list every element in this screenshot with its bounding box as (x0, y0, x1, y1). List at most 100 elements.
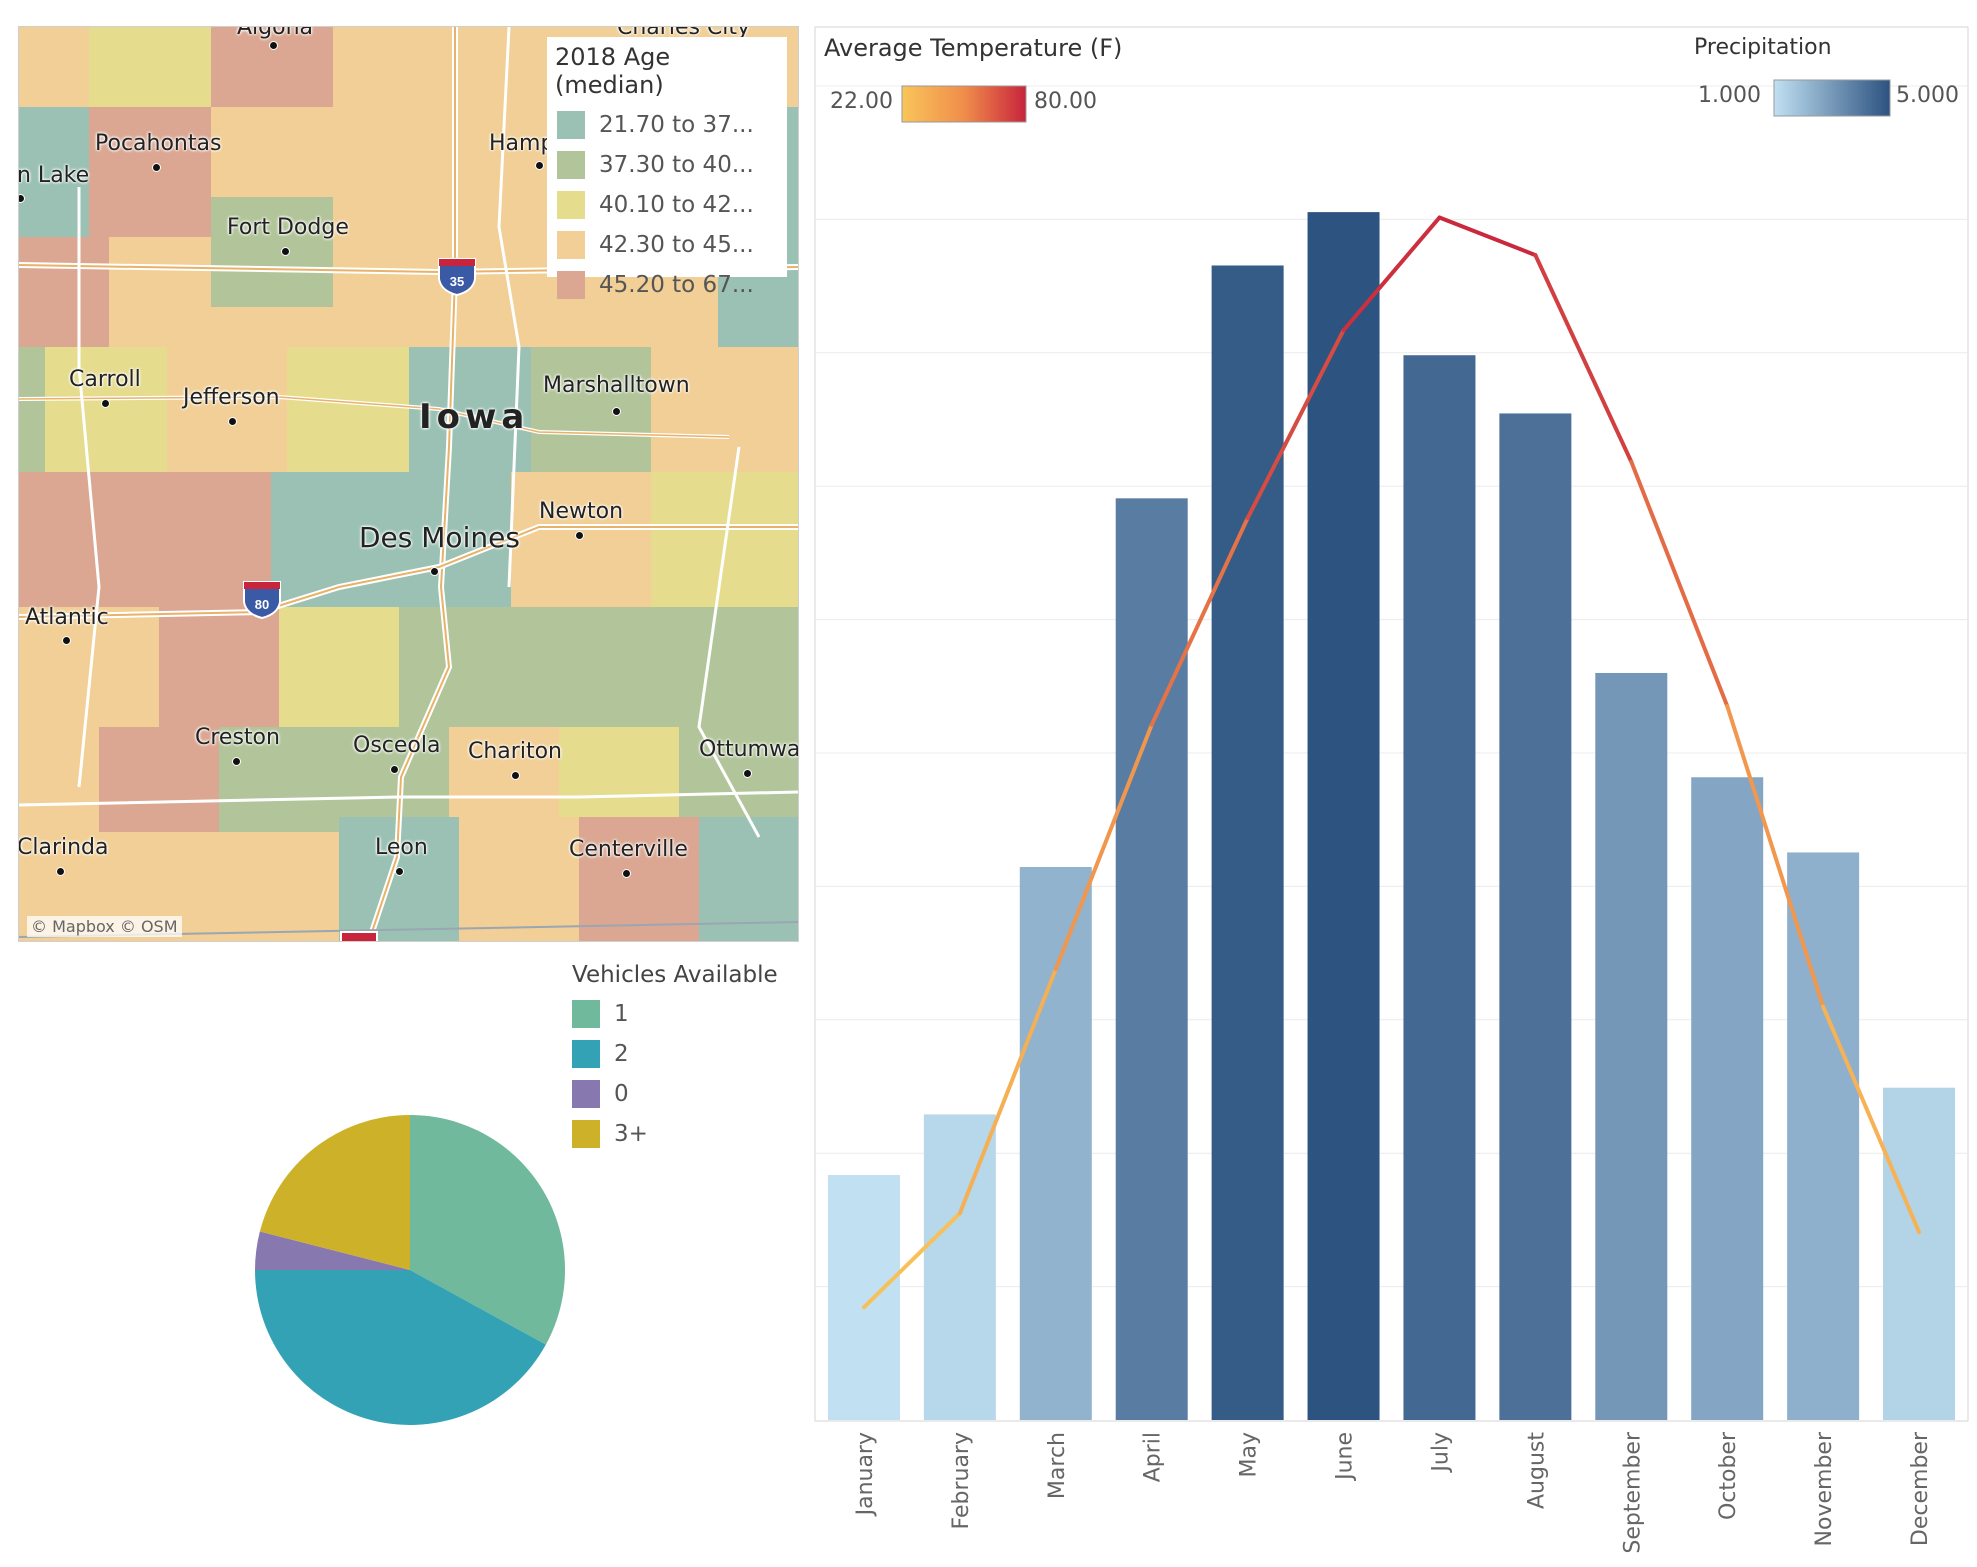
city-label-clarinda: Clarinda (18, 835, 109, 860)
precip-legend-title: Precipitation (1694, 35, 1832, 60)
precip-bar-december[interactable] (1883, 1087, 1956, 1420)
age-legend-label: 37.30 to 40... (599, 152, 754, 178)
i35-shield-icon: 35 (438, 258, 476, 297)
temp-line-segment[interactable] (1053, 722, 1154, 972)
city-label-atlantic: Atlantic (25, 605, 109, 630)
temp-line-segment[interactable] (1533, 253, 1634, 464)
precip-bar-november[interactable] (1787, 852, 1860, 1420)
city-dot (535, 161, 544, 170)
city-label-ottumwa: Ottumwa (699, 737, 799, 762)
city-label-osceola: Osceola (353, 733, 441, 758)
pie-slice-3plus[interactable] (259, 1115, 410, 1270)
legend-swatch (557, 231, 585, 259)
precip-bar-april[interactable] (1115, 498, 1188, 1420)
temp-line-segment[interactable] (1725, 704, 1826, 1009)
pie-slice-2[interactable] (255, 1270, 546, 1425)
legend-swatch (557, 191, 585, 219)
x-tick-label: August (1524, 1432, 1549, 1509)
city-dot (575, 531, 584, 540)
age-legend-label: 40.10 to 42... (599, 192, 754, 218)
legend-swatch (557, 111, 585, 139)
x-tick-label: October (1716, 1431, 1741, 1520)
city-dot (152, 163, 161, 172)
legend-swatch (572, 1000, 600, 1028)
city-dot (62, 636, 71, 645)
city-label-leon: Leon (375, 835, 428, 860)
precip-bar-may[interactable] (1211, 265, 1284, 1420)
temperature-precipitation-chart: January February March April May June July Augu… (814, 26, 1969, 1554)
age-legend: 2018 Age (median) 21.70 to 37... 37.30 to… (547, 37, 787, 299)
precip-legend-min: 1.000 (1698, 83, 1761, 108)
age-legend-item[interactable]: 21.70 to 37... (547, 105, 787, 145)
city-label-hampton: Hamp (489, 131, 555, 156)
vehicles-legend-label: 3+ (614, 1121, 648, 1147)
temp-color-ramp (901, 85, 1027, 123)
city-label-jefferson: Jefferson (183, 385, 280, 410)
pie-slice-0[interactable] (255, 1231, 410, 1270)
city-dot (511, 771, 520, 780)
state-label-iowa: Iowa (419, 397, 530, 437)
temp-line-segment[interactable] (1437, 215, 1538, 258)
vehicles-legend-label: 2 (614, 1041, 629, 1067)
pie-slice-1[interactable] (410, 1115, 565, 1345)
vehicles-legend-label: 1 (614, 1001, 629, 1027)
precip-bar-august[interactable] (1499, 413, 1572, 1420)
precip-bar-january[interactable] (827, 1175, 900, 1420)
interstate-shield-bottom-icon (340, 931, 378, 941)
age-legend-item[interactable]: 45.20 to 67... (547, 265, 787, 305)
temp-line-segment[interactable] (1149, 516, 1250, 727)
city-label-charles-city: Charles City (617, 26, 751, 40)
age-choropleth-map[interactable]: 35 80 Algona Charles City Pocahontas n L… (18, 26, 799, 942)
city-label-storm-lake: n Lake (18, 163, 90, 188)
temp-line-segment[interactable] (861, 1211, 962, 1310)
precip-bar-february[interactable] (923, 1114, 996, 1420)
vehicles-legend-item[interactable]: 3+ (572, 1114, 778, 1154)
vehicles-legend-label: 0 (614, 1081, 629, 1107)
svg-text:35: 35 (450, 274, 464, 289)
legend-swatch (557, 151, 585, 179)
vehicles-legend-item[interactable]: 2 (572, 1034, 778, 1074)
legend-swatch (572, 1120, 600, 1148)
temp-line-segment[interactable] (957, 967, 1058, 1216)
city-dot (743, 769, 752, 778)
map-attribution[interactable]: © Mapbox © OSM (27, 916, 182, 937)
city-dot (390, 765, 399, 774)
city-label-algona: Algona (237, 26, 314, 40)
legend-swatch (572, 1080, 600, 1108)
temp-legend-max: 80.00 (1034, 89, 1097, 114)
city-label-marshalltown: Marshalltown (543, 373, 690, 398)
temp-legend-min: 22.00 (830, 89, 893, 114)
city-label-pocahontas: Pocahontas (95, 131, 222, 156)
vehicles-legend-item[interactable]: 1 (572, 994, 778, 1034)
city-label-carroll: Carroll (69, 367, 141, 392)
city-dot (232, 757, 241, 766)
vehicles-legend-item[interactable]: 0 (572, 1074, 778, 1114)
city-dot (395, 867, 404, 876)
precip-bar-june[interactable] (1307, 212, 1380, 1420)
city-dot (228, 417, 237, 426)
temp-line-segment[interactable] (1629, 459, 1730, 709)
city-dot (101, 399, 110, 408)
city-label-centerville: Centerville (569, 837, 688, 862)
precip-bar-march[interactable] (1019, 866, 1092, 1420)
precip-legend-max: 5.000 (1896, 83, 1959, 108)
chart-title: Average Temperature (F) (824, 34, 1122, 62)
city-dot (281, 247, 290, 256)
x-tick-label: April (1141, 1432, 1166, 1482)
city-label-creston: Creston (195, 725, 280, 750)
precip-bar-october[interactable] (1691, 777, 1764, 1420)
age-legend-item[interactable]: 37.30 to 40... (547, 145, 787, 185)
temp-line-segment[interactable] (1821, 1004, 1922, 1235)
x-tick-label: November (1812, 1431, 1837, 1546)
age-legend-item[interactable]: 40.10 to 42... (547, 185, 787, 225)
city-label-chariton: Chariton (468, 739, 562, 764)
city-dot (19, 194, 25, 203)
temp-line-segment[interactable] (1341, 215, 1442, 333)
x-tick-label: February (949, 1432, 974, 1530)
age-legend-item[interactable]: 42.30 to 45... (547, 225, 787, 265)
temp-line-segment[interactable] (1245, 328, 1346, 521)
precip-bar-july[interactable] (1403, 355, 1476, 1420)
precip-bar-september[interactable] (1595, 672, 1668, 1420)
age-legend-label: 21.70 to 37... (599, 112, 754, 138)
age-legend-label: 45.20 to 67... (599, 272, 754, 298)
